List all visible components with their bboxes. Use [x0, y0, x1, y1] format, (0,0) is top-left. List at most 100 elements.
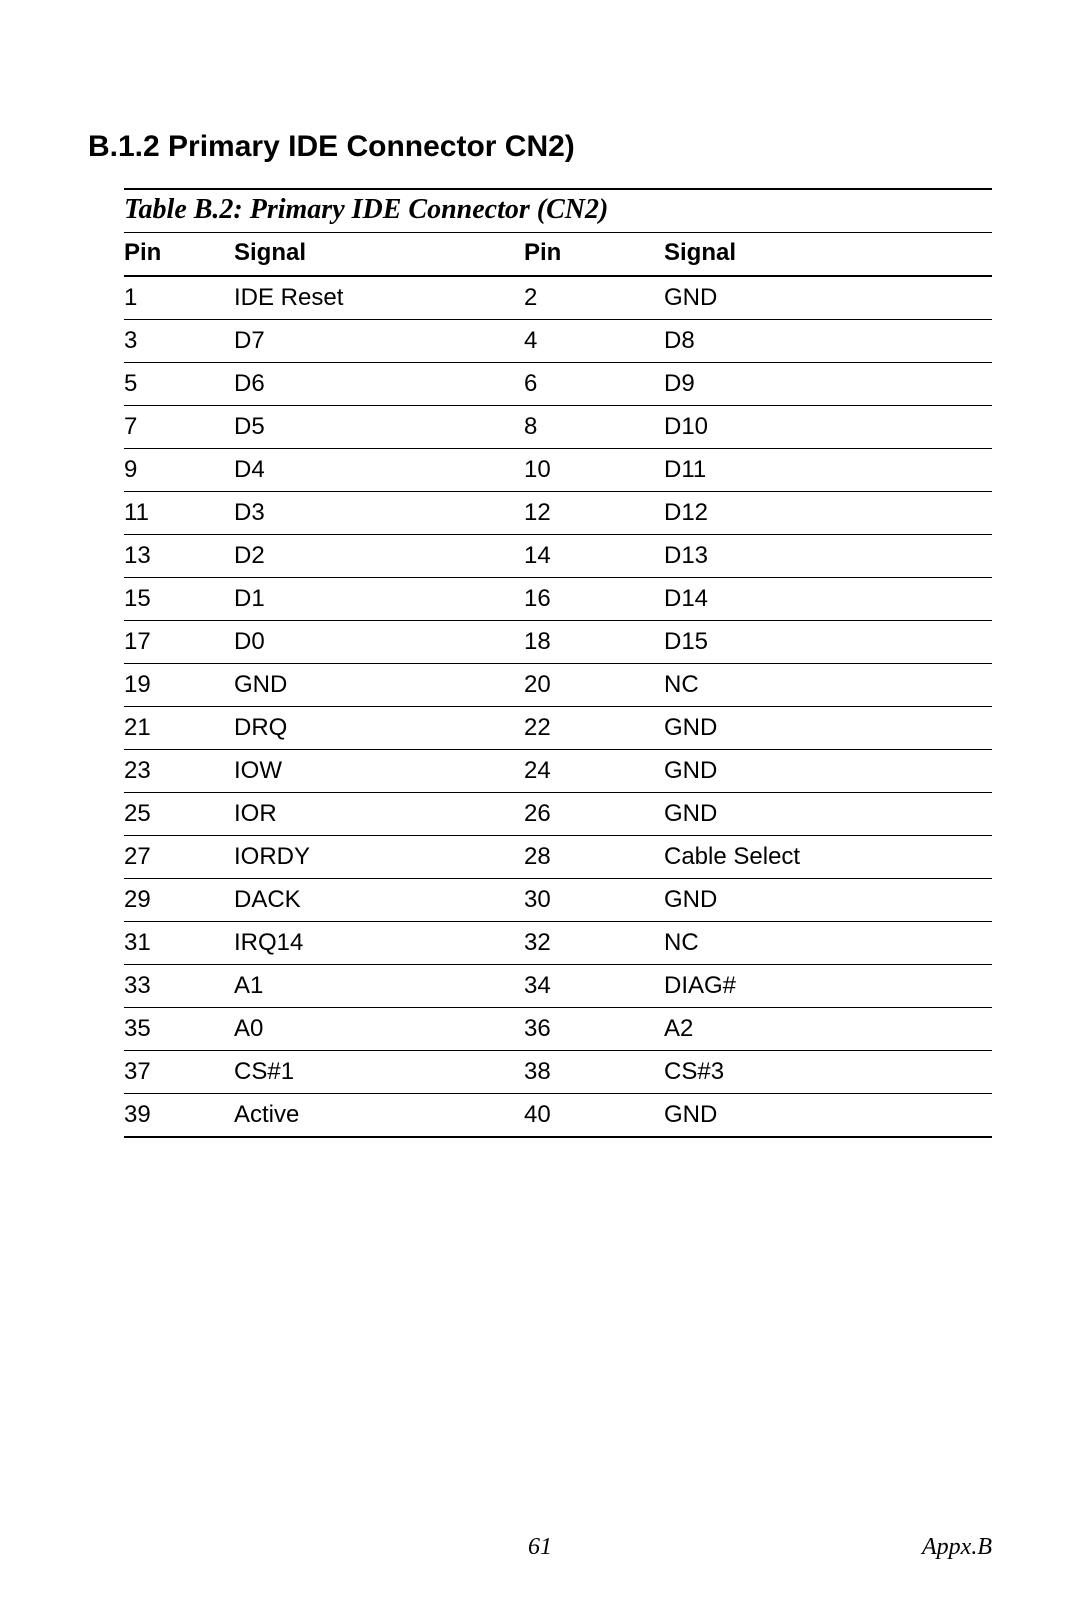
table-cell: 3 — [124, 320, 234, 363]
table-cell: 23 — [124, 750, 234, 793]
table-cell: 29 — [124, 879, 234, 922]
table-row: 37CS#138CS#3 — [124, 1051, 992, 1094]
table-row: 25IOR26GND — [124, 793, 992, 836]
table-cell: 26 — [524, 793, 664, 836]
table-cell: 21 — [124, 707, 234, 750]
table-cell: DRQ — [234, 707, 524, 750]
table-cell: A1 — [234, 965, 524, 1008]
table-cell: NC — [664, 922, 992, 965]
table-cell: D0 — [234, 621, 524, 664]
table-cell: 10 — [524, 449, 664, 492]
table-cell: 30 — [524, 879, 664, 922]
table-cell: 5 — [124, 363, 234, 406]
table-cell: GND — [664, 750, 992, 793]
table-cell: 32 — [524, 922, 664, 965]
table-cell: 15 — [124, 578, 234, 621]
table-cell: D3 — [234, 492, 524, 535]
table-cell: 33 — [124, 965, 234, 1008]
table-cell: D13 — [664, 535, 992, 578]
table-cell: D8 — [664, 320, 992, 363]
table-row: 1IDE Reset2GND — [124, 276, 992, 320]
table-cell: 18 — [524, 621, 664, 664]
table-row: 11D312D12 — [124, 492, 992, 535]
table-cell: 36 — [524, 1008, 664, 1051]
table-row: 31IRQ1432NC — [124, 922, 992, 965]
table-row: 3D74D8 — [124, 320, 992, 363]
table-cell: GND — [664, 276, 992, 320]
table-cell: 16 — [524, 578, 664, 621]
table-cell: 4 — [524, 320, 664, 363]
table-cell: 2 — [524, 276, 664, 320]
table-header: Signal — [664, 233, 992, 276]
table-cell: D14 — [664, 578, 992, 621]
table-cell: D6 — [234, 363, 524, 406]
table-cell: 20 — [524, 664, 664, 707]
table-cell: 1 — [124, 276, 234, 320]
page-number: 61 — [528, 1534, 552, 1561]
table-cell: D2 — [234, 535, 524, 578]
table-cell: CS#1 — [234, 1051, 524, 1094]
table-header-row: Pin Signal Pin Signal — [124, 233, 992, 276]
table-row: 33A134DIAG# — [124, 965, 992, 1008]
table-cell: NC — [664, 664, 992, 707]
table-row: 17D018D15 — [124, 621, 992, 664]
table-cell: 17 — [124, 621, 234, 664]
table-cell: DACK — [234, 879, 524, 922]
table-row: 13D214D13 — [124, 535, 992, 578]
table-cell: 24 — [524, 750, 664, 793]
table-cell: 31 — [124, 922, 234, 965]
table-cell: CS#3 — [664, 1051, 992, 1094]
table-cell: 11 — [124, 492, 234, 535]
table-cell: GND — [664, 707, 992, 750]
table-header: Pin — [524, 233, 664, 276]
table-cell: 6 — [524, 363, 664, 406]
table-cell: D10 — [664, 406, 992, 449]
table-cell: D7 — [234, 320, 524, 363]
table-cell: D15 — [664, 621, 992, 664]
table-cell: 27 — [124, 836, 234, 879]
table-cell: 8 — [524, 406, 664, 449]
table-cell: GND — [664, 879, 992, 922]
table-cell: 9 — [124, 449, 234, 492]
table-cell: 37 — [124, 1051, 234, 1094]
table-cell: IRQ14 — [234, 922, 524, 965]
table-row: 19GND20NC — [124, 664, 992, 707]
table-cell: Active — [234, 1094, 524, 1138]
table-cell: IOR — [234, 793, 524, 836]
table-cell: IDE Reset — [234, 276, 524, 320]
table-row: 15D116D14 — [124, 578, 992, 621]
table-row: 27IORDY28Cable Select — [124, 836, 992, 879]
table-header: Signal — [234, 233, 524, 276]
table-cell: D4 — [234, 449, 524, 492]
table-cell: 12 — [524, 492, 664, 535]
table-cell: 28 — [524, 836, 664, 879]
table-cell: DIAG# — [664, 965, 992, 1008]
table-header: Pin — [124, 233, 234, 276]
table-cell: 38 — [524, 1051, 664, 1094]
table-row: 35A036A2 — [124, 1008, 992, 1051]
table-cell: 25 — [124, 793, 234, 836]
appendix-label: Appx.B — [922, 1534, 992, 1561]
table-cell: GND — [664, 793, 992, 836]
table-row: 23IOW24GND — [124, 750, 992, 793]
table-row: 21DRQ22GND — [124, 707, 992, 750]
table-cell: 39 — [124, 1094, 234, 1138]
section-title: B.1.2 Primary IDE Connector CN2) — [88, 130, 992, 164]
table-cell: 34 — [524, 965, 664, 1008]
table-cell: 14 — [524, 535, 664, 578]
table-cell: 19 — [124, 664, 234, 707]
table-cell: 22 — [524, 707, 664, 750]
table-cell: D9 — [664, 363, 992, 406]
table-cell: D11 — [664, 449, 992, 492]
table-caption: Table B.2: Primary IDE Connector (CN2) — [124, 188, 992, 233]
table-cell: 40 — [524, 1094, 664, 1138]
table-row: 5D66D9 — [124, 363, 992, 406]
table-row: 39Active40GND — [124, 1094, 992, 1138]
table-cell: D12 — [664, 492, 992, 535]
table-cell: D5 — [234, 406, 524, 449]
table-cell: IOW — [234, 750, 524, 793]
table-cell: IORDY — [234, 836, 524, 879]
table-cell: A0 — [234, 1008, 524, 1051]
pin-table: Pin Signal Pin Signal 1IDE Reset2GND3D74… — [124, 233, 992, 1138]
table-cell: GND — [664, 1094, 992, 1138]
